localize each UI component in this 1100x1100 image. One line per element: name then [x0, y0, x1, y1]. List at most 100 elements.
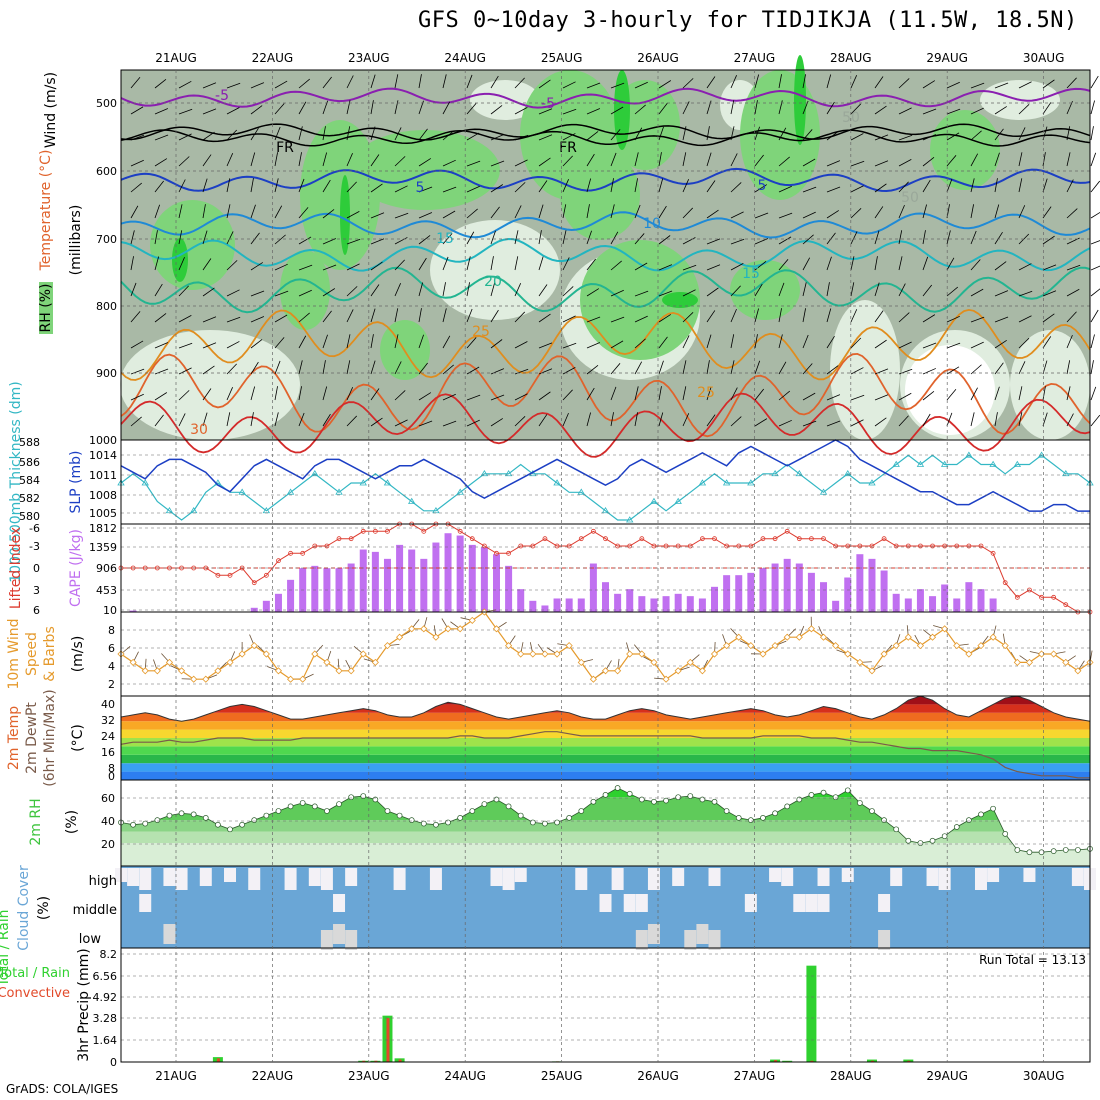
- cloud-cover-unit: (%): [36, 896, 52, 920]
- wind-barb: [418, 334, 424, 349]
- wind-speed-point: [541, 650, 549, 658]
- rh2m-point: [166, 812, 173, 819]
- wind-barb: [586, 131, 599, 141]
- rh2m-point: [130, 821, 136, 828]
- wind-barb: [802, 129, 813, 141]
- wind-barb: [1090, 75, 1099, 89]
- wind-barb: [322, 413, 331, 427]
- wind-barb: [586, 387, 595, 401]
- cloud-high-clear: [987, 868, 1000, 882]
- wind-speed-point: [287, 675, 295, 683]
- cape-bar: [129, 610, 137, 612]
- wind-barb: [1018, 104, 1030, 115]
- wind-barb: [322, 209, 335, 219]
- wind-barb: [178, 133, 192, 141]
- wind-speed-point: [214, 667, 222, 675]
- wind-barb: [442, 420, 457, 427]
- cloud-high-clear: [502, 868, 515, 890]
- wind-barb: [634, 290, 649, 297]
- cape-bar: [771, 563, 779, 612]
- thickness-tick-label: 582: [19, 492, 40, 505]
- wind-barb: [994, 261, 1007, 271]
- date-label-top: 21AUG: [155, 51, 197, 65]
- cape-bar: [480, 547, 488, 612]
- precip-convective-bar: [774, 1060, 778, 1062]
- lifted-index-point: [288, 550, 293, 556]
- wind-barb: [826, 131, 839, 141]
- temperature-contour: [120, 352, 1091, 438]
- wind-barb: [826, 210, 839, 219]
- temperature-band: [121, 763, 1090, 772]
- lifted-index-point: [312, 543, 318, 549]
- wind-barb: [586, 204, 590, 219]
- wind-barb: [226, 178, 231, 193]
- cloud-high-clear: [817, 868, 830, 886]
- pressure-axis-label: (millibars): [68, 205, 84, 276]
- rh2m-point: [469, 808, 476, 814]
- date-label-top: 25AUG: [541, 51, 583, 65]
- rh2m-point: [360, 793, 367, 799]
- contour-label: 5: [758, 178, 767, 194]
- rh2m-point: [1026, 849, 1033, 856]
- wind-speed-point: [359, 650, 367, 658]
- wind-barb: [898, 107, 912, 115]
- wind-barb: [970, 204, 974, 219]
- wind-barb: [154, 158, 168, 167]
- wind-barb: [754, 74, 760, 89]
- wind-barb: [370, 238, 385, 245]
- wind-barb: [490, 394, 505, 401]
- cape-bar: [274, 593, 282, 612]
- wind-speed-point: [408, 625, 416, 633]
- wind-barb: [610, 316, 625, 323]
- thickness-line: [120, 454, 1091, 521]
- precip-tick-label: 8.2: [100, 948, 118, 961]
- precip-convective-bar: [216, 1058, 220, 1062]
- wind-barb: [202, 412, 208, 427]
- lifted-index-point: [627, 543, 633, 549]
- wind-barb: [610, 106, 624, 115]
- wind-barb: [1042, 79, 1055, 89]
- wind-barb: [1042, 313, 1055, 323]
- wind-barb: [778, 282, 785, 297]
- wind-barb: [538, 79, 551, 89]
- lifted-index-point: [263, 572, 269, 578]
- cloud-high-clear: [672, 868, 685, 886]
- wind-barb: [130, 106, 144, 115]
- wind-barb: [802, 308, 806, 323]
- wind-barb: [250, 339, 263, 349]
- date-label-bottom: 26AUG: [637, 1069, 679, 1083]
- wind-barb: [274, 103, 285, 115]
- wind-speed-point: [1001, 642, 1009, 650]
- cape-bar: [844, 577, 852, 612]
- thickness-point: [1013, 460, 1022, 467]
- wind-barb: [154, 414, 164, 427]
- wind-barb: [562, 230, 567, 245]
- wind-speed-point: [529, 650, 537, 658]
- wind-barb: [562, 179, 569, 193]
- wind-barb: [178, 256, 185, 271]
- wind-barb: [826, 160, 841, 167]
- wind-barb: [898, 392, 912, 401]
- wind-barb: [1018, 315, 1032, 323]
- date-label-bottom: 27AUG: [734, 1069, 776, 1083]
- cape-bar: [371, 551, 379, 612]
- lifted-index-point: [372, 528, 378, 534]
- wind-barb: [1042, 336, 1052, 349]
- wind-barb: [538, 414, 548, 427]
- wind-barb: [346, 263, 360, 271]
- wind-barb: [826, 420, 841, 427]
- cloud-middle-clear: [744, 894, 757, 912]
- precip-label-total-horizontal: Total / Rain: [0, 966, 70, 981]
- wind-barb: [970, 316, 985, 323]
- wind-barb: [490, 160, 505, 167]
- wind-barb: [370, 284, 380, 297]
- lifted-index-axis-label: Lifted Index: [8, 527, 24, 609]
- rh-saturated-region: [794, 55, 806, 145]
- wind-barb: [682, 179, 690, 193]
- date-label-bottom: 29AUG: [926, 1069, 968, 1083]
- wind10m-unit: (m/s): [70, 636, 86, 673]
- wind-barb: [610, 340, 624, 349]
- wind-barb: [850, 337, 862, 349]
- rh2m-unit: (%): [64, 810, 80, 834]
- wind-barb: [778, 185, 792, 193]
